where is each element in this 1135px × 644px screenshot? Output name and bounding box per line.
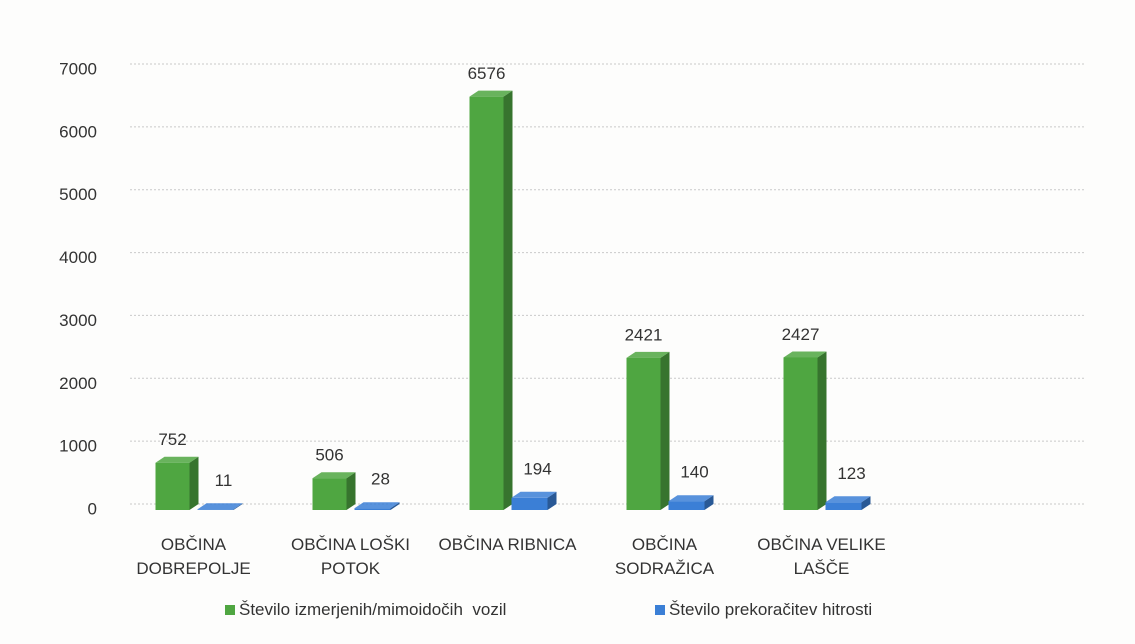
y-tick-label: 2000 xyxy=(59,374,97,393)
data-label: 123 xyxy=(837,464,865,483)
bar-top xyxy=(668,495,714,502)
x-tick-label: OBČINA VELIKE LAŠČE xyxy=(757,535,886,578)
bar-side xyxy=(233,503,243,510)
bar-side xyxy=(704,495,714,510)
y-tick-label: 1000 xyxy=(59,437,97,456)
y-tick-label: 5000 xyxy=(59,185,97,204)
bar xyxy=(197,509,234,510)
data-label: 6576 xyxy=(468,64,506,83)
y-tick-label: 6000 xyxy=(59,122,97,141)
bar xyxy=(312,478,347,510)
bar xyxy=(825,502,862,510)
bar xyxy=(626,357,661,510)
bar-top xyxy=(783,351,827,358)
bar-side xyxy=(817,351,827,510)
bar-top xyxy=(312,472,356,479)
bar xyxy=(155,462,190,510)
bar-side xyxy=(390,502,400,510)
bar-top xyxy=(825,496,871,503)
y-tick-label: 0 xyxy=(88,499,97,518)
bar-side xyxy=(503,90,513,510)
bar-side xyxy=(861,496,871,510)
x-tick-label: OBČINA SODRAŽICA xyxy=(614,535,715,578)
data-label: 752 xyxy=(158,430,186,449)
data-label: 28 xyxy=(371,470,390,489)
bar-top xyxy=(354,502,400,509)
legend-label: Število prekoračitev hitrosti xyxy=(669,600,873,619)
bar-top xyxy=(626,351,670,358)
bar xyxy=(783,357,818,510)
legend-item: Število izmerjenih/mimoidočih vozil xyxy=(225,600,506,620)
data-label: 194 xyxy=(523,459,551,478)
legend-swatch xyxy=(225,605,235,615)
data-label: 506 xyxy=(315,446,343,465)
legend-swatch xyxy=(655,605,665,615)
bar xyxy=(354,508,391,510)
data-label: 2427 xyxy=(782,325,820,344)
x-tick-label: OBČINA LOŠKI POTOK xyxy=(290,535,411,578)
bar-top xyxy=(197,503,243,510)
y-tick-label: 3000 xyxy=(59,311,97,330)
bar-top xyxy=(469,90,513,97)
bar-side xyxy=(660,351,670,510)
legend-item: Število prekoračitev hitrosti xyxy=(655,600,872,620)
bar-side xyxy=(547,491,557,510)
y-tick-label: 4000 xyxy=(59,248,97,267)
bar-top xyxy=(155,456,199,463)
data-label: 140 xyxy=(680,463,708,482)
data-label: 2421 xyxy=(625,325,663,344)
x-tick-label: OBČINA RIBNICA xyxy=(438,535,577,554)
bar-side xyxy=(189,456,199,510)
bar-side xyxy=(346,472,356,510)
bar-top xyxy=(511,491,557,498)
y-tick-label: 7000 xyxy=(59,59,97,78)
bar xyxy=(511,497,548,510)
bar xyxy=(469,96,504,510)
x-tick-label: OBČINA DOBREPOLJE xyxy=(136,535,251,578)
data-label: 11 xyxy=(215,471,233,490)
legend-label: Število izmerjenih/mimoidočih vozil xyxy=(239,600,507,619)
bar xyxy=(668,501,705,510)
